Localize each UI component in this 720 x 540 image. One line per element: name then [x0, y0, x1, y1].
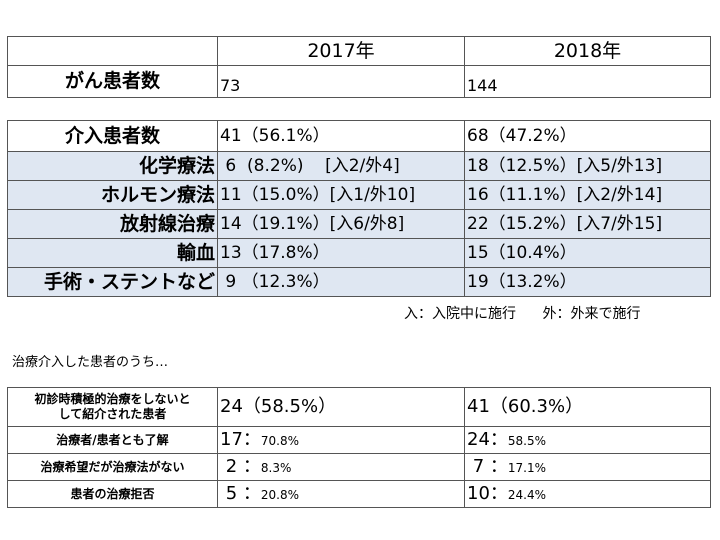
row-label: 治療希望だが治療法がない [7, 453, 218, 481]
row-label: 患者の治療拒否 [7, 480, 218, 508]
value-2018: 10：24.4% [464, 480, 711, 508]
value-2018: 24：58.5% [464, 426, 711, 454]
value-2017: 5 ：20.8% [217, 480, 465, 508]
value-2018: 19（13.2%） [464, 267, 711, 297]
value-2017: 11（15.0%）[入1/外10] [217, 180, 465, 210]
count-2018: 7 ： [467, 456, 508, 477]
row-label: 治療者/患者とも了解 [7, 426, 218, 454]
table-row: 輸血 13（17.8%） 15（10.4%） [7, 238, 711, 268]
value-2017: 2 ：8.3% [217, 453, 465, 481]
count-2017: 5 ： [220, 483, 261, 504]
percent-2017: 8.3% [260, 461, 292, 475]
percent-2018: 58.5% [507, 434, 547, 448]
intervention-table: 介入患者数 41（56.1%） 68（47.2%） 化学療法 6 (8.2%) … [7, 120, 711, 297]
legend-footnote: 入：入院中に施行 外：外来で施行 [404, 303, 640, 323]
value-2018: 18（12.5%）[入5/外13] [464, 151, 711, 181]
cancer-patients-row: がん患者数 73 144 [7, 65, 711, 98]
count-2017: 17： [220, 429, 261, 450]
value-2017: 41（56.1%） [217, 120, 465, 152]
value-2018: 22（15.2%）[入7/外15] [464, 209, 711, 239]
percent-2017: 70.8% [260, 434, 300, 448]
section-intro: 治療介入した患者のうち… [12, 355, 169, 370]
value-2018: 16（11.1%）[入2/外14] [464, 180, 711, 210]
percent-2017: 20.8% [260, 488, 300, 502]
count-2018: 24： [467, 429, 508, 450]
count-2017: 2 ： [220, 456, 261, 477]
value-2018: 7 ：17.1% [464, 453, 711, 481]
table-row: 手術・ステントなど 9 （12.3%） 19（13.2%） [7, 267, 711, 297]
value-2017: 9 （12.3%） [217, 267, 465, 297]
count-2018: 10： [467, 483, 508, 504]
table-row: 化学療法 6 (8.2%) [入2/外4] 18（12.5%）[入5/外13] [7, 151, 711, 181]
footnote-outpatient: 外：外来で施行 [542, 306, 641, 322]
row-label: ホルモン療法 [7, 180, 218, 210]
value-2018: 15（10.4%） [464, 238, 711, 268]
treatment-breakdown-table: 初診時積極的治療をしないと して紹介された患者 24（58.5%） 41（60.… [7, 387, 711, 508]
value-2017: 13（17.8%） [217, 238, 465, 268]
value-2018: 41（60.3%） [464, 387, 711, 427]
header-row: 2017年 2018年 [7, 36, 711, 66]
footnote-inpatient: 入：入院中に施行 [404, 306, 516, 322]
year-2017-header: 2017年 [217, 36, 465, 66]
table-row: 治療者/患者とも了解 17：70.8% 24：58.5% [7, 426, 711, 454]
row-label: 放射線治療 [7, 209, 218, 239]
value-2017: 17：70.8% [217, 426, 465, 454]
table-row: 治療希望だが治療法がない 2 ：8.3% 7 ：17.1% [7, 453, 711, 481]
value-2017: 24（58.5%） [217, 387, 465, 427]
table-row: 放射線治療 14（19.1%）[入6/外8] 22（15.2%）[入7/外15] [7, 209, 711, 239]
corner-cell [7, 36, 218, 66]
value-2017: 73 [217, 65, 465, 98]
patient-count-table: 2017年 2018年 がん患者数 73 144 [7, 36, 711, 98]
year-2018-header: 2018年 [464, 36, 711, 66]
table-row: ホルモン療法 11（15.0%）[入1/外10] 16（11.1%）[入2/外1… [7, 180, 711, 210]
value-2018: 144 [464, 65, 711, 98]
row-label: がん患者数 [7, 65, 218, 98]
table-row: 介入患者数 41（56.1%） 68（47.2%） [7, 120, 711, 152]
row-label: 介入患者数 [7, 120, 218, 152]
value-2017: 14（19.1%）[入6/外8] [217, 209, 465, 239]
row-label: 手術・ステントなど [7, 267, 218, 297]
value-2017: 6 (8.2%) [入2/外4] [217, 151, 465, 181]
table-row: 患者の治療拒否 5 ：20.8% 10：24.4% [7, 480, 711, 508]
percent-2018: 17.1% [507, 461, 547, 475]
row-label: 輸血 [7, 238, 218, 268]
value-2018: 68（47.2%） [464, 120, 711, 152]
row-label: 初診時積極的治療をしないと して紹介された患者 [7, 387, 218, 427]
referred-patients-row: 初診時積極的治療をしないと して紹介された患者 24（58.5%） 41（60.… [7, 387, 711, 427]
percent-2018: 24.4% [507, 488, 547, 502]
row-label: 化学療法 [7, 151, 218, 181]
